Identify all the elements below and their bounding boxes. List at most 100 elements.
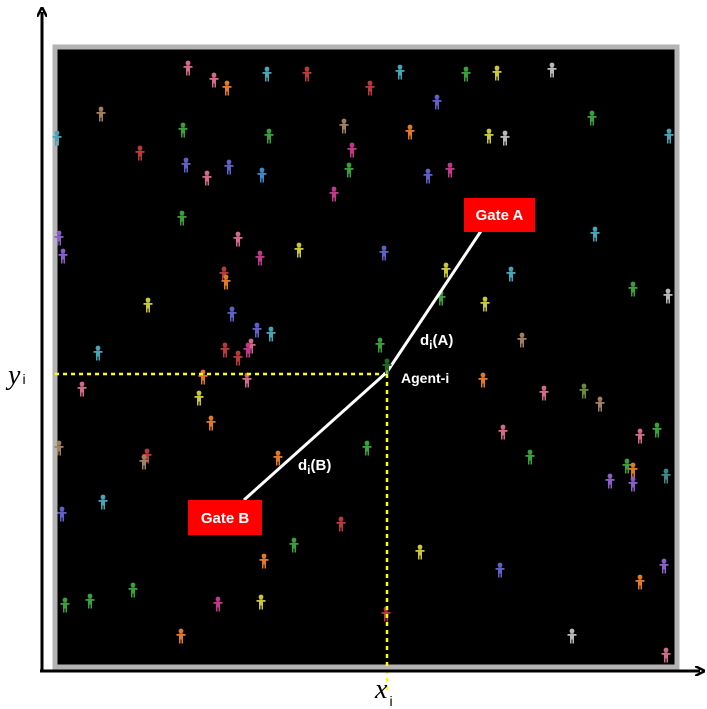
crowd-agent <box>595 396 605 412</box>
crowd-agent <box>77 381 87 397</box>
crowd-agent <box>567 628 577 644</box>
crowd-agent <box>480 296 490 312</box>
crowd-agent <box>177 210 187 226</box>
crowd-agent <box>222 80 232 96</box>
crowd-agent <box>264 128 274 144</box>
crowd-agent <box>209 72 219 88</box>
crowd-agent <box>579 383 589 399</box>
crowd-agent <box>176 628 186 644</box>
crowd-agent <box>539 385 549 401</box>
crowd-agent <box>423 168 433 184</box>
crowd-agent <box>54 440 64 456</box>
distance-a-label: di(A) <box>420 332 453 352</box>
crowd-agent <box>664 128 674 144</box>
agent-i-label: Agent-i <box>401 370 449 386</box>
crowd-agent <box>661 647 671 663</box>
gate-a-box <box>464 198 535 232</box>
gate-a-label: Gate A <box>476 207 524 224</box>
crowd-agent <box>441 262 451 278</box>
crowd-agent <box>635 574 645 590</box>
agent-i-figure <box>382 358 392 374</box>
distance-b-label: di(B) <box>298 457 331 477</box>
crowd-agent <box>445 162 455 178</box>
crowd-agent <box>461 66 471 82</box>
simulation-field <box>52 44 680 670</box>
crowd-agent <box>183 60 193 76</box>
crowd-agent <box>262 66 272 82</box>
gate-b-box <box>188 500 262 535</box>
crowd-agent <box>243 342 253 358</box>
crowd-agent <box>259 553 269 569</box>
path-to-gate-b <box>242 370 389 502</box>
crowd-agent <box>517 332 527 348</box>
crowd-agent <box>202 170 212 186</box>
crowd-agent <box>405 124 415 140</box>
crowd-agent <box>233 350 243 366</box>
crowd-agent <box>628 462 638 478</box>
crowd-agent <box>54 230 64 246</box>
crowd-agent <box>85 593 95 609</box>
crowd-agent <box>329 186 339 202</box>
crowd-agent <box>221 274 231 290</box>
crowd-agent <box>256 594 266 610</box>
crowd-agent <box>257 167 267 183</box>
crowd-agent <box>294 242 304 258</box>
crowd-agent <box>415 544 425 560</box>
crowd-agent <box>525 449 535 465</box>
crowd-agent <box>478 372 488 388</box>
crowd-agent <box>181 157 191 173</box>
crowd-agent <box>233 231 243 247</box>
crowd-agent <box>635 428 645 444</box>
crowd-agent <box>484 128 494 144</box>
crowd-agent <box>302 66 312 82</box>
crowd-agent <box>98 494 108 510</box>
crowd-agent <box>587 110 597 126</box>
crowd-agent <box>547 62 557 78</box>
gate-b-label: Gate B <box>201 510 250 527</box>
crowd-agent <box>622 458 632 474</box>
crowd-agent <box>663 288 673 304</box>
crowd-agent <box>432 94 442 110</box>
crowd-agent <box>252 322 262 338</box>
crowd-agent <box>365 80 375 96</box>
crowd-agent <box>661 468 671 484</box>
crowd-agent <box>659 558 669 574</box>
crowd-agent <box>143 297 153 313</box>
crowd-agent <box>96 106 106 122</box>
crowd-agent <box>194 390 204 406</box>
crowd-agent <box>128 582 138 598</box>
crowd-agent <box>375 337 385 353</box>
crowd-agent <box>224 159 234 175</box>
crowd-agent <box>178 122 188 138</box>
crowd-agent <box>500 130 510 146</box>
crowd-agent <box>379 245 389 261</box>
crowd-agent <box>135 145 145 161</box>
crowd-agent <box>498 424 508 440</box>
crowd-agent <box>628 281 638 297</box>
crowd-agent <box>255 250 265 266</box>
crowd-agent <box>220 342 230 358</box>
crowd-agent <box>344 162 354 178</box>
crowd-agent <box>58 248 68 264</box>
crowd-agent <box>605 473 615 489</box>
crowd-agent <box>206 415 216 431</box>
crowd-agent <box>362 440 372 456</box>
crowd-agent <box>628 476 638 492</box>
crowd-agent <box>347 142 357 158</box>
crowd-agent <box>492 65 502 81</box>
crowd-agent <box>336 516 346 532</box>
crowd-agent <box>273 450 283 466</box>
crowd-agent <box>652 422 662 438</box>
crowd-agent <box>213 596 223 612</box>
crowd-agent <box>506 266 516 282</box>
crowd-agent <box>266 326 276 342</box>
crowd-agent <box>339 118 349 134</box>
crowd-agent <box>93 345 103 361</box>
crowd-agent <box>227 306 237 322</box>
crowd-agent <box>395 64 405 80</box>
crowd-agent <box>60 597 70 613</box>
path-to-gate-a <box>385 227 485 373</box>
